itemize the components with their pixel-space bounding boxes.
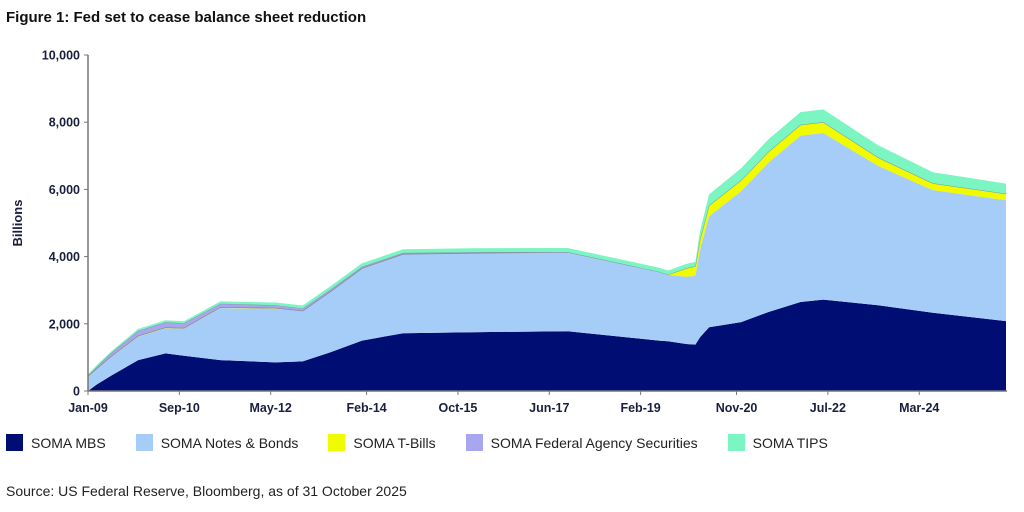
y-tick-label: 8,000 [49, 116, 80, 130]
x-tick-label: Jul-22 [810, 401, 846, 415]
legend-label: SOMA Notes & Bonds [160, 434, 299, 451]
legend-item: SOMA Federal Agency Securities [465, 434, 698, 451]
area-soma-notes-bonds [88, 133, 1006, 391]
y-axis-label: Billions [10, 200, 25, 247]
x-tick-label: Jan-09 [68, 401, 108, 415]
y-tick-label: 0 [73, 385, 80, 399]
x-tick-label: Feb-19 [620, 401, 660, 415]
legend-label: SOMA MBS [31, 434, 106, 451]
y-tick-label: 4,000 [49, 250, 80, 264]
legend-swatch [465, 434, 483, 451]
y-tick-label: 6,000 [49, 183, 80, 197]
x-tick-label: Jun-17 [529, 401, 569, 415]
legend-item: SOMA MBS [6, 434, 106, 451]
legend-item: SOMA T-Bills [328, 434, 436, 451]
x-tick-label: Oct-15 [438, 401, 477, 415]
legend-swatch [135, 434, 153, 451]
x-tick-label: May-12 [249, 401, 291, 415]
x-ticks: Jan-09 Sep-10 May-12 Feb-14 Oct-15 Jun-17 Feb-… [68, 391, 939, 415]
x-tick-label: Mar-24 [899, 401, 939, 415]
x-tick-label: Nov-20 [716, 401, 758, 415]
y-ticks: 0 2,000 4,000 6,000 8,000 10,000 [42, 49, 88, 399]
legend-item: SOMA TIPS [727, 434, 828, 451]
x-tick-label: Feb-14 [346, 401, 386, 415]
x-tick-label: Sep-10 [159, 401, 200, 415]
legend-swatch [6, 434, 23, 451]
legend-label: SOMA T-Bills [353, 434, 436, 451]
legend: SOMA MBS SOMA Notes & Bonds SOMA T-Bills SO… [6, 434, 858, 451]
area-soma-mbs [88, 299, 1006, 391]
y-tick-label: 2,000 [49, 317, 80, 331]
legend-swatch [328, 434, 346, 451]
legend-item: SOMA Notes & Bonds [135, 434, 299, 451]
legend-label: SOMA Federal Agency Securities [490, 434, 698, 451]
legend-swatch [727, 434, 745, 451]
legend-label: SOMA TIPS [752, 434, 828, 451]
source-note: Source: US Federal Reserve, Bloomberg, a… [6, 483, 407, 499]
series-areas [87, 109, 1007, 391]
chart-title: Figure 1: Fed set to cease balance sheet… [6, 9, 367, 26]
y-tick-label: 10,000 [42, 49, 80, 63]
